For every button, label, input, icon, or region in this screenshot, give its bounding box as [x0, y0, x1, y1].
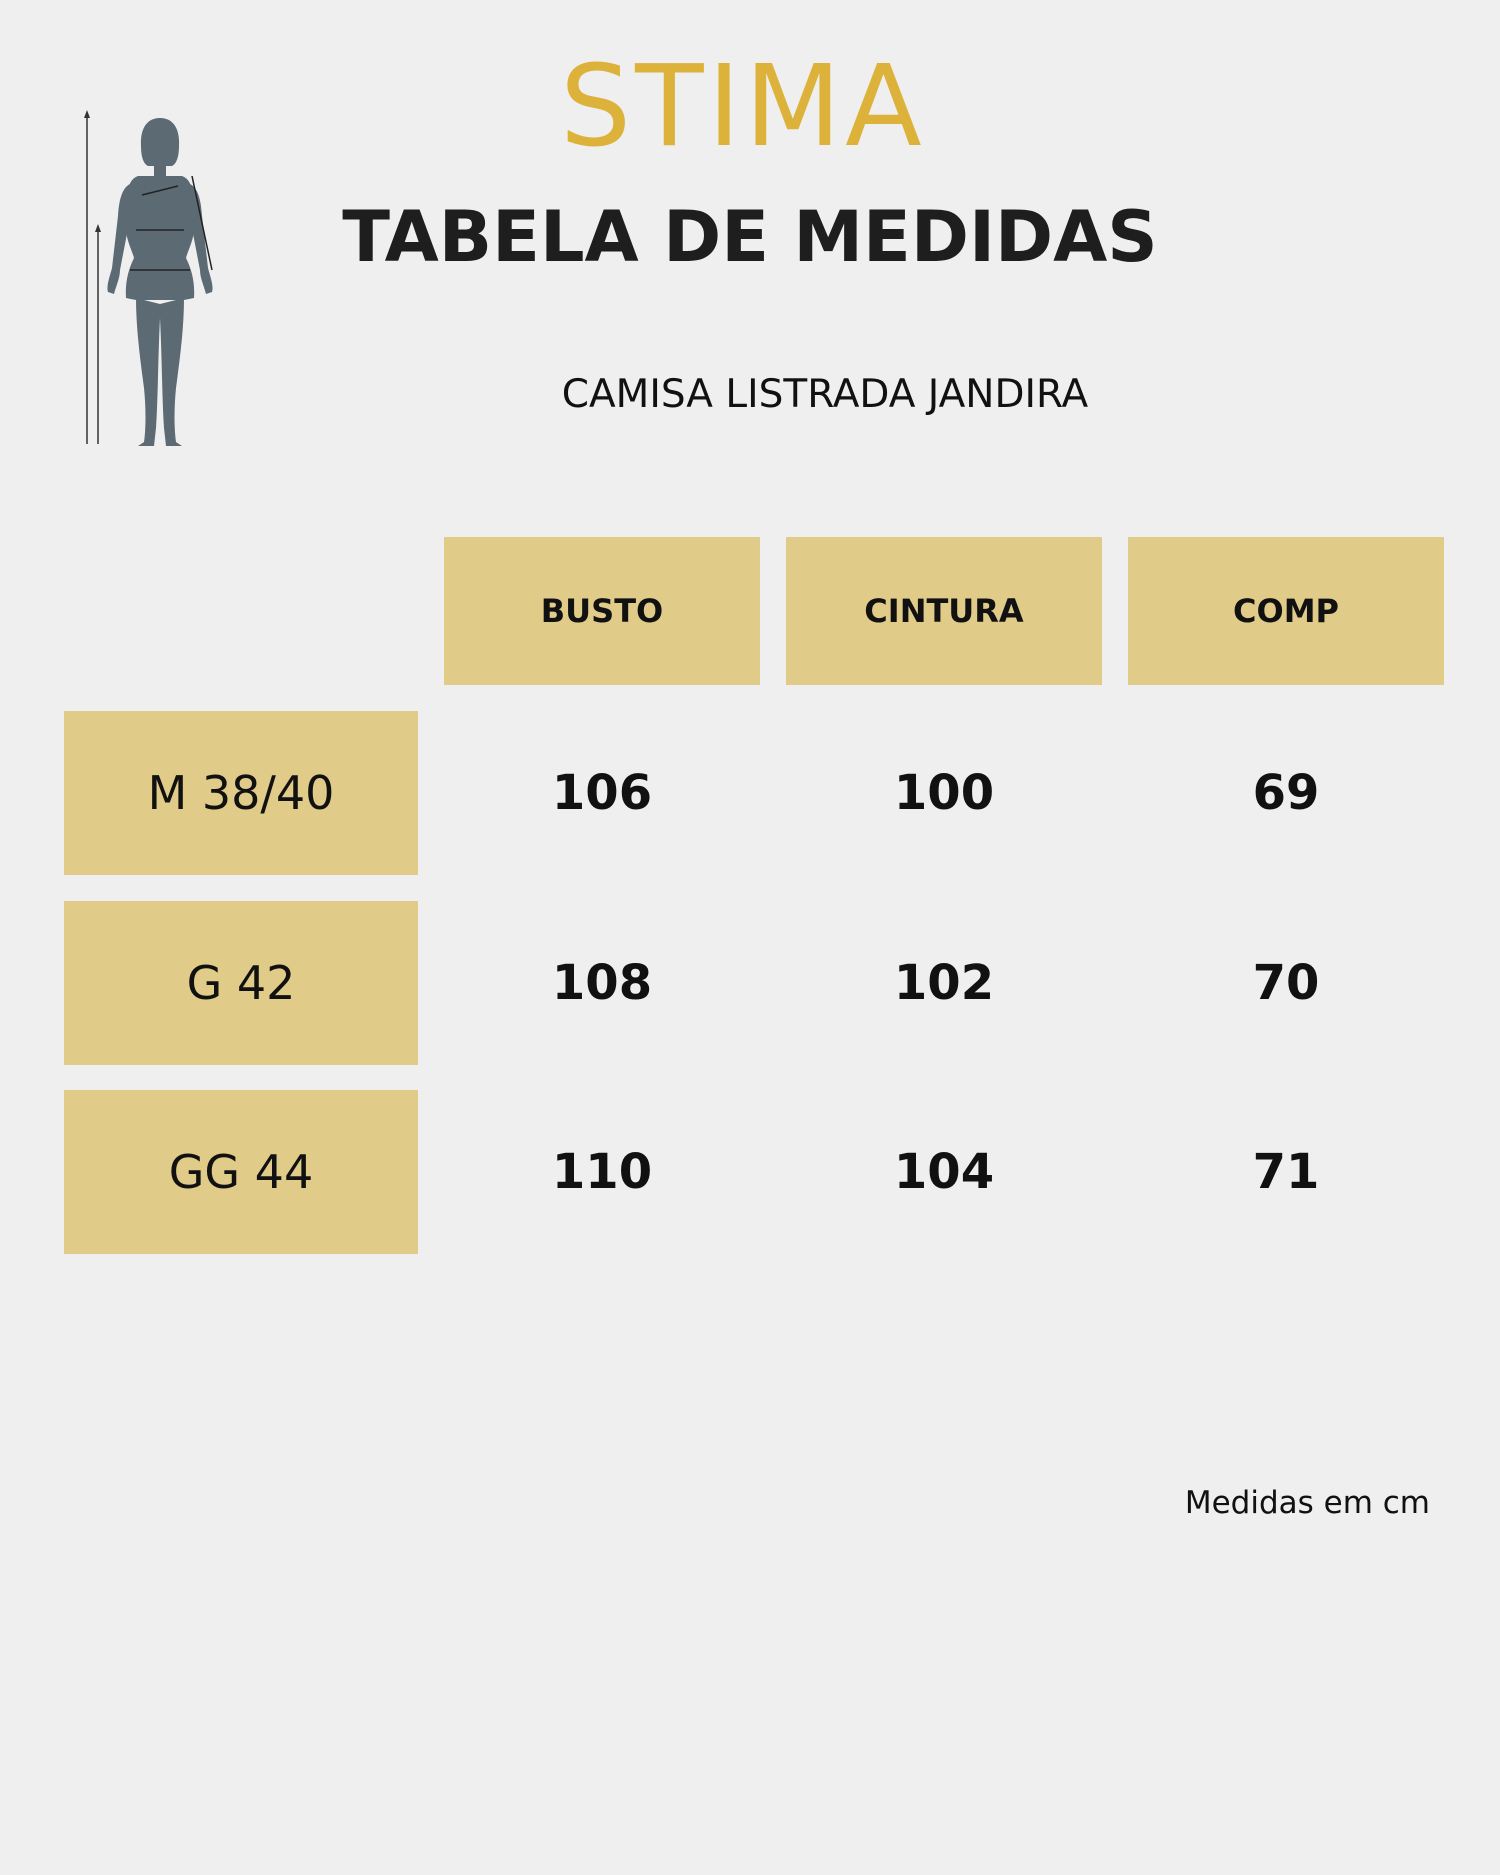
table-cell-comp: 69: [1252, 765, 1320, 821]
table-cell-cintura: 102: [893, 955, 995, 1011]
table-cell-comp: 70: [1252, 955, 1320, 1011]
table-cell-busto: 110: [551, 1144, 653, 1200]
table-cell-comp: 71: [1252, 1144, 1320, 1200]
product-name: CAMISA LISTRADA JANDIRA: [561, 372, 1089, 417]
body-measurement-silhouette-icon: [78, 108, 228, 458]
size-label-g: G 42: [64, 901, 418, 1065]
column-header-cintura: CINTURA: [786, 537, 1102, 685]
size-label-gg: GG 44: [64, 1090, 418, 1254]
column-header-busto: BUSTO: [444, 537, 760, 685]
column-header-comp: COMP: [1128, 537, 1444, 685]
units-note: Medidas em cm: [1184, 1485, 1430, 1521]
table-cell-cintura: 100: [893, 765, 995, 821]
table-cell-busto: 108: [551, 955, 653, 1011]
table-cell-busto: 106: [551, 765, 653, 821]
size-label-m: M 38/40: [64, 711, 418, 875]
table-cell-cintura: 104: [893, 1144, 995, 1200]
page-title: TABELA DE MEDIDAS: [342, 196, 1158, 278]
brand-logo: STIMA: [560, 42, 926, 172]
